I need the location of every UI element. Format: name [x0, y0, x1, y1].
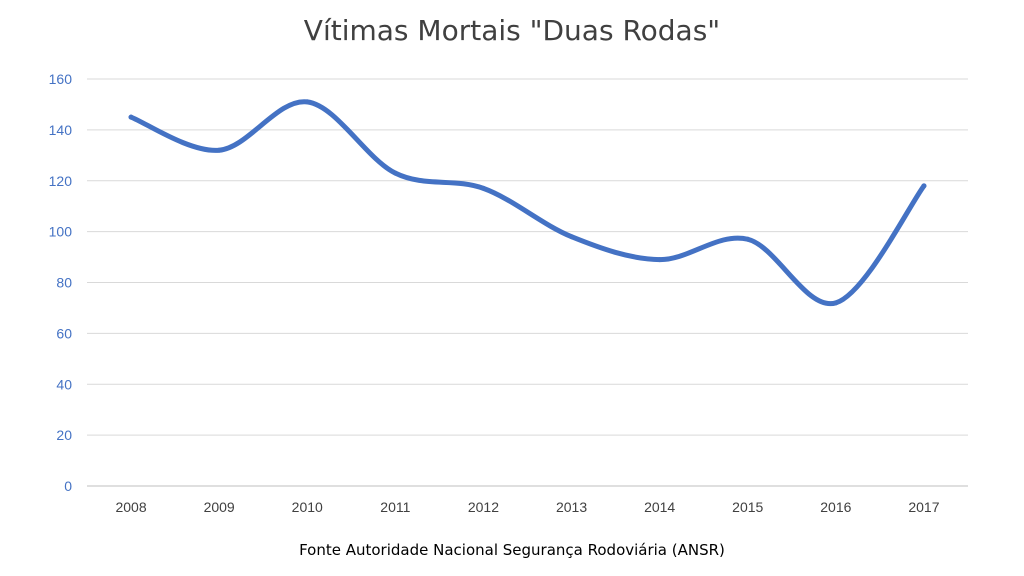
data-point [216, 147, 222, 153]
data-point [304, 99, 310, 105]
y-tick-label: 20 [56, 427, 72, 443]
data-point [392, 170, 398, 176]
y-tick-label: 120 [49, 173, 73, 189]
x-tick-label: 2015 [732, 499, 763, 515]
data-point [657, 257, 663, 263]
data-point [480, 185, 486, 191]
data-point [569, 234, 575, 240]
y-tick-label: 100 [49, 224, 73, 240]
x-tick-label: 2016 [820, 499, 851, 515]
x-tick-label: 2009 [204, 499, 235, 515]
x-tick-label: 2017 [908, 499, 939, 515]
series-line [128, 99, 927, 307]
x-tick-label: 2010 [292, 499, 323, 515]
data-point [128, 114, 134, 120]
series-layer [128, 99, 927, 307]
data-point [921, 183, 927, 189]
chart-title: Vítimas Mortais "Duas Rodas" [304, 14, 720, 47]
y-tick-label: 40 [56, 376, 72, 392]
x-tick-label: 2012 [468, 499, 499, 515]
x-tick-label: 2014 [644, 499, 675, 515]
y-axis-ticks: 0 20 40 60 80 100 120 140 160 [49, 71, 73, 494]
x-tick-label: 2013 [556, 499, 587, 515]
y-tick-label: 60 [56, 325, 72, 341]
x-axis-ticks: 2008 2009 2010 2011 2012 2013 2014 2015 2016 2017 [115, 499, 939, 515]
y-tick-label: 140 [49, 122, 73, 138]
x-tick-label: 2011 [380, 499, 410, 515]
data-point [745, 236, 751, 242]
x-tick-label: 2008 [115, 499, 146, 515]
y-tick-label: 80 [56, 275, 72, 291]
gridlines [87, 78, 968, 487]
y-tick-label: 160 [49, 71, 73, 87]
y-tick-label: 0 [64, 478, 72, 494]
data-point [833, 300, 839, 306]
source-caption: Fonte Autoridade Nacional Segurança Rodo… [299, 541, 725, 559]
